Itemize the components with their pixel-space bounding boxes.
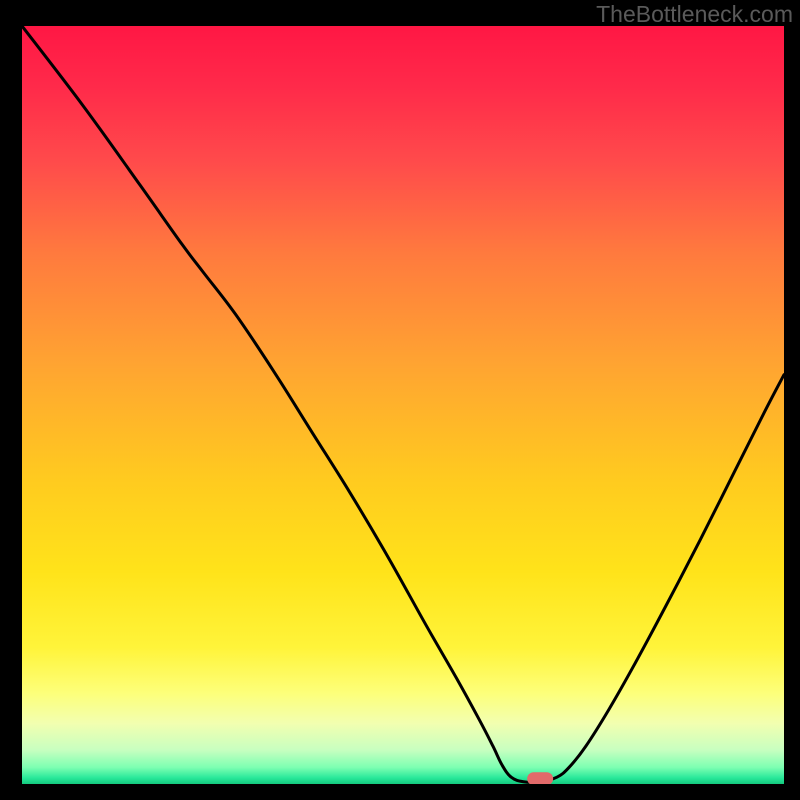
watermark-text: TheBottleneck.com [596, 1, 793, 28]
optimal-marker [527, 772, 553, 784]
gradient-background [22, 26, 784, 784]
chart-frame: TheBottleneck.com [0, 0, 800, 800]
plot-area [22, 26, 784, 784]
plot-svg [22, 26, 784, 784]
